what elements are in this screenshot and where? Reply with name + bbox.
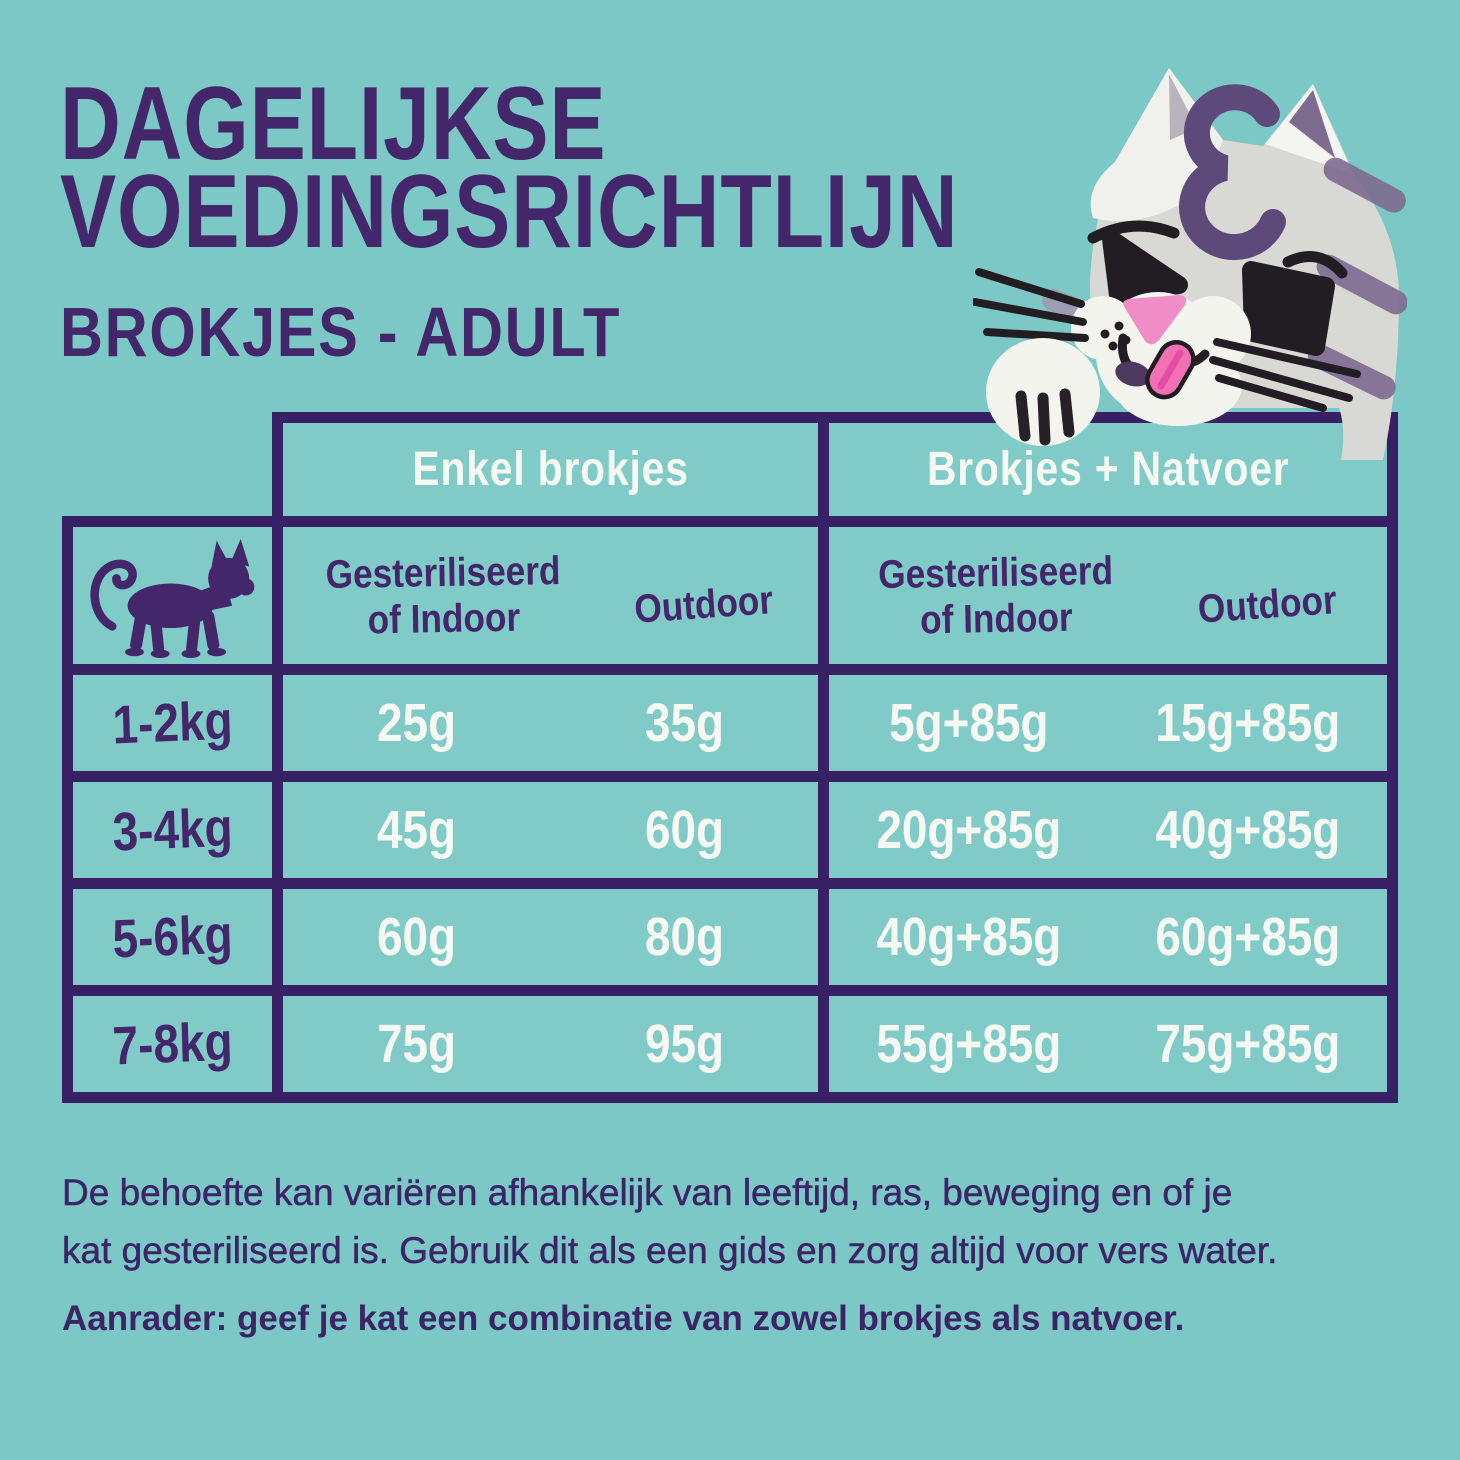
group-header-label: Enkel brokjes xyxy=(412,443,689,496)
left-eyebrow xyxy=(1087,220,1180,244)
whiskers xyxy=(973,268,1361,412)
value-cell: 20g+85g xyxy=(829,799,1108,861)
subheader-line: Gesteriliseerd xyxy=(878,548,1114,597)
subheader-sterilised-indoor: Gesteriliseerd of Indoor xyxy=(290,547,596,644)
forehead-curl xyxy=(1179,84,1286,261)
subheader-line: of Indoor xyxy=(367,595,521,642)
value-cell: 75g xyxy=(283,1013,551,1075)
subheader-line: Gesteriliseerd xyxy=(325,548,561,597)
value-text: 15g+85g xyxy=(1154,693,1340,753)
value-cell: 80g xyxy=(551,906,819,968)
value-text: 60g xyxy=(644,800,724,860)
subheader-dry-only: Gesteriliseerd of Indoor Outdoor xyxy=(283,527,818,664)
table-row-weight: 3-4kg xyxy=(73,782,272,878)
value-text: 20g+85g xyxy=(875,800,1061,860)
right-eyebrow xyxy=(1282,251,1348,279)
weight-label: 7-8kg xyxy=(111,1011,234,1077)
value-text: 25g xyxy=(377,693,457,753)
title-line-2: VOEDINGSRICHTLIJN xyxy=(60,154,959,270)
value-cell: 15g+85g xyxy=(1108,692,1387,754)
value-cell: 55g+85g xyxy=(829,1013,1108,1075)
subheader-outdoor: Outdoor xyxy=(632,578,775,632)
right-eye xyxy=(1242,261,1335,356)
table-row-values: 5g+85g 15g+85g xyxy=(829,675,1387,771)
tongue xyxy=(1145,339,1196,400)
right-ear-inner xyxy=(1289,90,1335,158)
value-cell: 40g+85g xyxy=(829,906,1108,968)
table-row-values: 75g 95g xyxy=(283,996,818,1092)
table-row-values: 40g+85g 60g+85g xyxy=(829,889,1387,985)
value-cell: 35g xyxy=(551,692,819,754)
table-row-weight: 1-2kg xyxy=(73,675,272,771)
weight-label: 1-2kg xyxy=(111,690,234,756)
value-text: 40g+85g xyxy=(1154,800,1340,860)
feeding-table: Gesteriliseerd of Indoor Outdoor Gesteri… xyxy=(62,516,1398,1103)
title-line-1: DAGELIJKSE xyxy=(60,66,607,182)
value-cell: 45g xyxy=(283,799,551,861)
paw xyxy=(986,338,1100,446)
page-subtitle: BROKJES - ADULT xyxy=(60,293,621,371)
table-row-values: 20g+85g 40g+85g xyxy=(829,782,1387,878)
value-text: 80g xyxy=(644,907,724,967)
value-cell: 40g+85g xyxy=(1108,799,1387,861)
value-text: 5g+85g xyxy=(888,693,1049,753)
page-title: DAGELIJKSE VOEDINGSRICHTLIJN xyxy=(60,66,1169,270)
value-cell: 60g xyxy=(551,799,819,861)
cat-silhouette-icon xyxy=(89,538,254,659)
value-cell: 75g+85g xyxy=(1108,1013,1387,1075)
table-row-weight: 5-6kg xyxy=(73,889,272,985)
open-mouth xyxy=(1115,361,1151,387)
subheader-dry-plus-wet: Gesteriliseerd of Indoor Outdoor xyxy=(829,527,1387,664)
table-row-values: 45g 60g xyxy=(283,782,818,878)
weight-label: 3-4kg xyxy=(111,797,234,863)
value-text: 95g xyxy=(644,1014,724,1074)
weight-label: 5-6kg xyxy=(111,904,234,970)
value-cell: 25g xyxy=(283,692,551,754)
cat-silhouette-icon xyxy=(83,527,263,664)
cat-mascot-illustration xyxy=(973,68,1407,460)
table-row-values: 55g+85g 75g+85g xyxy=(829,996,1387,1092)
left-eye xyxy=(1102,230,1188,304)
footer-note: De behoefte kan variëren afhankelijk van… xyxy=(62,1164,1427,1280)
cat-silhouette-cell xyxy=(73,527,272,664)
value-cell: 95g xyxy=(551,1013,819,1075)
subheader-line: of Indoor xyxy=(920,595,1074,642)
footer-note-line: kat gesteriliseerd is. Gebruik dit als e… xyxy=(62,1230,1278,1272)
value-text: 55g+85g xyxy=(875,1014,1061,1074)
table-row-values: 25g 35g xyxy=(283,675,818,771)
value-text: 60g xyxy=(377,907,457,967)
group-header-dry-only: Enkel brokjes xyxy=(283,423,818,516)
value-text: 75g+85g xyxy=(1154,1014,1340,1074)
table-group-header-row: Enkel brokjes Brokjes + Natvoer xyxy=(272,412,1398,516)
value-text: 40g+85g xyxy=(875,907,1061,967)
group-header-dry-plus-wet: Brokjes + Natvoer xyxy=(829,423,1387,516)
value-text: 45g xyxy=(377,800,457,860)
table-row-values: 60g 80g xyxy=(283,889,818,985)
footer-recommendation: Aanrader: geef je kat een combinatie van… xyxy=(62,1299,1185,1338)
group-header-label: Brokjes + Natvoer xyxy=(926,443,1290,496)
footer-note-line: De behoefte kan variëren afhankelijk van… xyxy=(62,1172,1233,1214)
nose xyxy=(1123,295,1187,345)
value-cell: 60g+85g xyxy=(1108,906,1387,968)
subheader-outdoor: Outdoor xyxy=(1196,578,1339,632)
subheader-sterilised-indoor: Gesteriliseerd of Indoor xyxy=(837,547,1157,645)
value-text: 35g xyxy=(644,693,724,753)
value-text: 60g+85g xyxy=(1154,907,1340,967)
table-row-weight: 7-8kg xyxy=(73,996,272,1092)
value-cell: 5g+85g xyxy=(829,692,1108,754)
value-cell: 60g xyxy=(283,906,551,968)
value-text: 75g xyxy=(377,1014,457,1074)
